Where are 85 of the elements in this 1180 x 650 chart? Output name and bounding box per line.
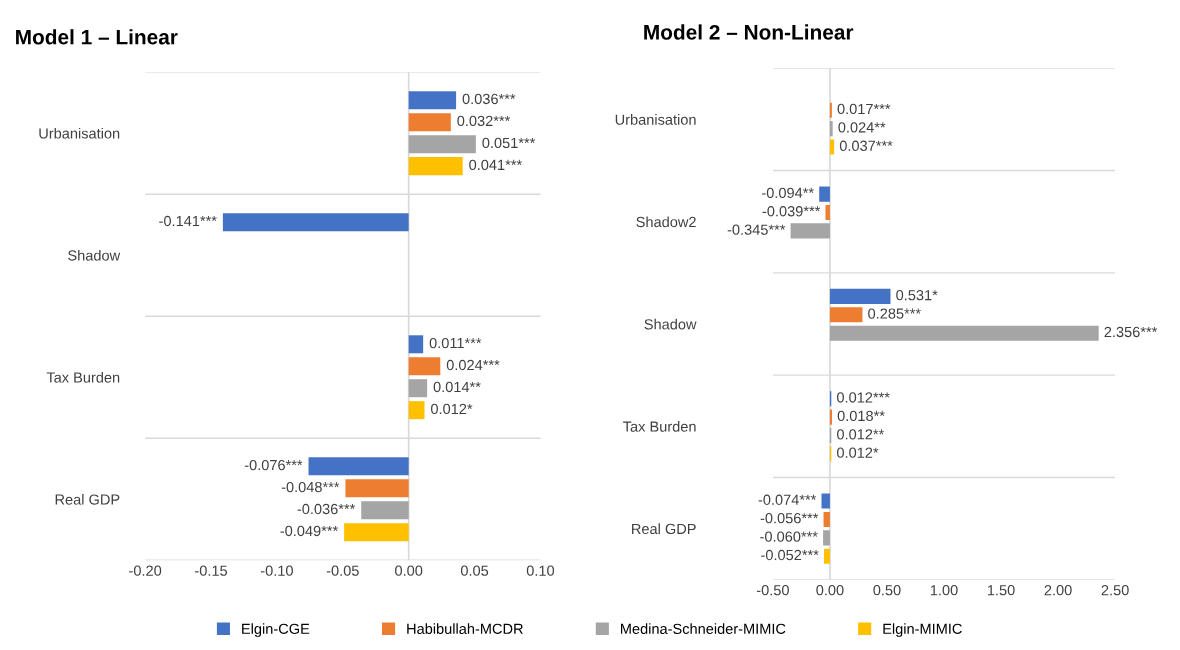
legend-label: Elgin-MIMIC xyxy=(883,623,962,637)
data-label: -0.039*** xyxy=(762,206,821,217)
x-tick-label: 0.50 xyxy=(873,585,901,596)
data-label: 0.012* xyxy=(837,447,879,458)
data-label: 0.012* xyxy=(430,403,473,415)
data-label: -0.036*** xyxy=(297,503,356,515)
bar xyxy=(790,223,830,239)
y-tick-label: Real GDP xyxy=(632,523,696,535)
bar xyxy=(345,479,409,498)
data-label: -0.049*** xyxy=(280,525,338,537)
x-tick-label: 0.00 xyxy=(816,585,844,596)
bar xyxy=(344,523,409,542)
bar xyxy=(824,548,830,564)
bar xyxy=(408,157,463,176)
y-tick-label: Shadow xyxy=(644,318,697,330)
bar xyxy=(408,335,424,354)
data-label: 2.356*** xyxy=(1104,326,1158,338)
x-tick-label: 0.00 xyxy=(395,565,423,576)
bar xyxy=(408,113,451,132)
x-tick-label: 0.05 xyxy=(460,565,489,576)
data-label: -0.056*** xyxy=(760,513,819,524)
bar xyxy=(821,493,830,509)
data-label: -0.076*** xyxy=(244,459,303,471)
x-tick-label: 1.00 xyxy=(930,585,958,596)
data-label: 0.024*** xyxy=(446,359,500,371)
y-tick-label: Shadow2 xyxy=(636,216,696,228)
data-label: 0.036*** xyxy=(462,93,516,105)
x-tick-label: 2.00 xyxy=(1044,585,1072,596)
data-label: 0.017*** xyxy=(837,103,891,115)
chart-title: Model 1 – Linear xyxy=(16,29,178,45)
bar xyxy=(408,135,476,154)
bar xyxy=(408,357,441,376)
bar xyxy=(819,186,830,202)
data-label: 0.041*** xyxy=(469,159,522,171)
data-label: -0.094** xyxy=(762,187,814,199)
data-label: 0.018** xyxy=(837,410,885,422)
x-tick-label: 0.10 xyxy=(526,565,555,576)
data-label: 0.051*** xyxy=(482,137,536,149)
x-tick-label: -0.20 xyxy=(129,565,162,576)
bar xyxy=(823,511,830,527)
bar xyxy=(222,213,409,232)
bar xyxy=(361,501,409,520)
x-tick-label: 1.50 xyxy=(987,585,1015,596)
y-tick-label: Urbanisation xyxy=(615,114,696,125)
chart-title: Model 2 – Non-Linear xyxy=(644,24,854,40)
legend-label: Medina-Schneider-MIMIC xyxy=(621,623,786,634)
y-tick-label: Tax Burden xyxy=(623,421,696,432)
bar xyxy=(829,288,891,304)
x-tick-label: -0.05 xyxy=(326,565,359,576)
bar xyxy=(829,139,835,155)
x-tick-label: -0.10 xyxy=(260,565,293,576)
x-tick-label: -0.50 xyxy=(756,585,789,596)
data-label: 0.531* xyxy=(896,289,938,301)
bar xyxy=(408,401,425,420)
data-label: 0.012** xyxy=(837,429,885,440)
data-label: -0.345*** xyxy=(727,224,786,235)
x-tick-label: 2.50 xyxy=(1101,585,1129,596)
data-label: -0.060*** xyxy=(760,531,818,542)
y-tick-label: Real GDP xyxy=(55,494,120,505)
bar xyxy=(408,379,428,398)
data-label: -0.074*** xyxy=(758,494,817,505)
legend-label: Elgin-CGE xyxy=(242,623,310,637)
data-label: -0.048*** xyxy=(281,481,340,493)
bar xyxy=(408,91,457,110)
bar xyxy=(308,457,409,476)
y-tick-label: Urbanisation xyxy=(39,127,120,139)
bar xyxy=(829,325,1099,341)
y-tick-label: Tax Burden xyxy=(46,371,120,383)
data-label: 0.014** xyxy=(433,381,481,393)
y-tick-label: Shadow xyxy=(68,249,121,261)
data-label: -0.052*** xyxy=(761,549,819,561)
x-tick-label: -0.15 xyxy=(195,565,228,576)
data-label: 0.024** xyxy=(838,122,886,133)
legend-label: Habibullah-MCDR xyxy=(407,623,523,634)
bar xyxy=(829,409,832,425)
bar xyxy=(829,121,833,137)
data-label: 0.011*** xyxy=(429,337,482,349)
bar xyxy=(829,307,863,323)
data-label: 0.012*** xyxy=(837,392,890,403)
data-label: -0.141*** xyxy=(159,215,217,227)
data-label: 0.285*** xyxy=(868,308,921,319)
data-label: 0.032*** xyxy=(457,115,511,127)
bar xyxy=(823,530,830,546)
data-label: 0.037*** xyxy=(839,140,893,151)
bar xyxy=(825,204,830,221)
